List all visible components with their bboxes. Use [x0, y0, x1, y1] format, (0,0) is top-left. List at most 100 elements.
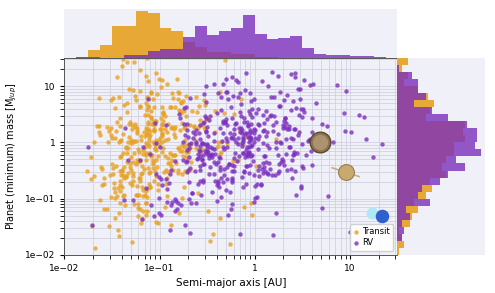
Transit	[152, 92, 160, 96]
RV	[213, 160, 221, 164]
RV	[192, 128, 200, 133]
RV	[297, 184, 305, 188]
RV	[278, 157, 286, 162]
RV	[236, 130, 244, 135]
Transit	[145, 171, 153, 176]
RV	[244, 145, 251, 150]
Transit	[134, 146, 142, 151]
RV	[308, 116, 316, 121]
Transit	[136, 179, 144, 184]
RV	[219, 130, 227, 135]
Bar	[136, 11, 148, 58]
RV	[157, 213, 165, 218]
RV	[183, 147, 191, 152]
Transit	[152, 119, 160, 123]
RV	[217, 108, 225, 113]
Transit	[149, 140, 157, 144]
Transit	[133, 131, 141, 135]
RV	[192, 141, 200, 146]
Transit	[180, 125, 188, 130]
Bar	[183, 42, 195, 58]
Transit	[157, 123, 165, 127]
RV	[272, 146, 280, 150]
RV	[277, 160, 285, 165]
RV	[318, 146, 326, 150]
RV	[274, 132, 282, 137]
Transit	[136, 103, 144, 108]
Transit	[120, 103, 128, 108]
RV	[243, 71, 250, 75]
RV	[239, 143, 247, 148]
RV	[239, 137, 247, 142]
RV	[244, 124, 251, 128]
Transit	[157, 116, 165, 121]
Transit	[169, 168, 177, 173]
Transit	[145, 138, 152, 143]
Bar	[397, 206, 418, 213]
Transit	[144, 128, 151, 132]
Transit	[217, 140, 225, 145]
RV	[355, 113, 363, 117]
RV	[261, 108, 269, 113]
RV	[260, 165, 268, 169]
RV	[258, 79, 266, 84]
RV	[360, 114, 368, 119]
RV	[275, 161, 283, 166]
RV	[200, 92, 208, 97]
RV	[285, 145, 293, 150]
Transit	[154, 188, 162, 193]
Bar	[397, 241, 403, 248]
Transit	[182, 143, 190, 148]
Transit	[157, 127, 165, 132]
Transit	[142, 150, 150, 155]
RV	[292, 127, 299, 132]
RV	[155, 195, 163, 200]
RV	[213, 183, 221, 188]
Transit	[194, 126, 202, 131]
Transit	[237, 97, 245, 102]
Transit	[173, 76, 181, 81]
Transit	[195, 104, 202, 109]
RV	[245, 149, 253, 154]
Transit	[166, 105, 174, 109]
Transit	[181, 125, 189, 130]
Transit	[142, 201, 149, 206]
RV	[264, 84, 272, 88]
Transit	[107, 133, 115, 137]
RV	[297, 106, 305, 111]
RV	[223, 139, 231, 144]
Transit	[116, 178, 124, 183]
Transit	[201, 127, 209, 131]
Bar	[397, 58, 407, 65]
Transit	[143, 208, 150, 213]
Transit	[105, 223, 113, 228]
Bar	[338, 55, 350, 58]
Bar	[267, 57, 279, 58]
Transit	[100, 175, 108, 180]
Transit	[115, 210, 123, 215]
RV	[196, 130, 203, 135]
RV	[253, 168, 261, 172]
RV	[281, 125, 289, 130]
RV	[276, 89, 284, 94]
RV	[206, 152, 214, 157]
Transit	[123, 59, 131, 64]
Transit	[149, 162, 157, 167]
RV	[212, 162, 220, 166]
RV	[248, 115, 256, 120]
Transit	[126, 119, 134, 124]
Transit	[187, 160, 195, 164]
RV	[222, 116, 230, 121]
RV	[191, 132, 198, 137]
Transit	[155, 76, 163, 81]
Transit	[124, 139, 132, 144]
Transit	[159, 112, 167, 116]
Bar	[397, 178, 430, 185]
Transit	[151, 168, 159, 173]
RV	[229, 134, 237, 139]
RV	[242, 132, 249, 136]
RV	[230, 127, 238, 132]
Transit	[150, 105, 158, 110]
Transit	[186, 145, 194, 150]
Transit	[123, 109, 131, 114]
